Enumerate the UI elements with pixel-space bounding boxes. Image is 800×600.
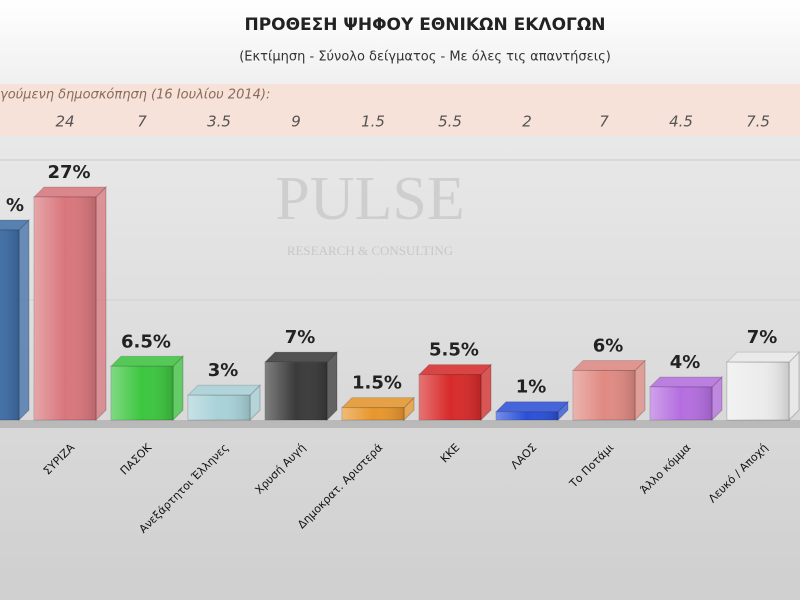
bar-top: [109, 355, 185, 367]
value-label: 1%: [516, 377, 547, 398]
previous-value: 5.5: [438, 113, 462, 131]
bar-shade: [650, 386, 712, 420]
previous-band: [0, 84, 800, 136]
previous-value: 4.5: [669, 113, 693, 131]
value-label: 5.5%: [429, 340, 479, 361]
value-label: %: [6, 195, 24, 216]
previous-value: 7: [599, 113, 609, 131]
floor: [0, 420, 800, 428]
value-label: 27%: [47, 162, 90, 183]
bar-top: [648, 376, 724, 388]
bar-top: [0, 219, 31, 231]
bar-top: [494, 401, 570, 413]
bar-top: [417, 364, 493, 376]
value-label: 1.5%: [352, 373, 402, 394]
value-label: 3%: [208, 360, 239, 381]
bar-shade: [573, 370, 635, 420]
bar-top: [571, 359, 647, 371]
bar-shade: [111, 366, 173, 420]
previous-value: 3.5: [207, 113, 231, 131]
bar-shade: [342, 407, 404, 420]
bar-top: [32, 186, 108, 198]
bar-shade: [727, 362, 789, 420]
chart-subtitle: (Εκτίμηση - Σύνολο δείγματος - Με όλες τ…: [239, 50, 611, 65]
watermark-sub: RESEARCH & CONSULTING: [287, 243, 453, 258]
bar-top: [725, 351, 800, 363]
watermark: PULSE: [275, 165, 464, 233]
bar-top: [340, 397, 416, 409]
bar-shade: [496, 411, 558, 420]
bar-shade: [265, 362, 327, 420]
previous-value: 7: [137, 113, 147, 131]
value-label: 7%: [285, 327, 316, 348]
bar-shade: [419, 374, 481, 420]
bar-side: [788, 350, 800, 422]
bar-side: [18, 218, 30, 422]
chart-title: ΠΡΟΘΕΣΗ ΨΗΦΟΥ ΕΘΝΙΚΩΝ ΕΚΛΟΓΩΝ: [244, 15, 605, 35]
value-label: 4%: [670, 352, 701, 373]
previous-value: 24: [55, 113, 74, 131]
bar-top: [186, 384, 262, 396]
bar-side: [95, 185, 107, 422]
value-label: 6%: [593, 335, 624, 356]
value-label: 6.5%: [121, 331, 171, 352]
previous-value: 2: [522, 113, 532, 131]
previous-value: 9: [291, 113, 301, 131]
bar-shade: [34, 196, 96, 420]
previous-value: 1.5: [361, 113, 385, 131]
bar-shade: [0, 230, 19, 420]
bar-side: [172, 355, 184, 422]
value-label: 7%: [747, 327, 778, 348]
previous-label: γούμενη δημοσκόπηση (16 Ιουλίου 2014):: [0, 88, 270, 103]
bar-shade: [188, 395, 250, 420]
bar-side: [326, 350, 338, 422]
previous-value: 7.5: [746, 113, 770, 131]
bar-top: [263, 351, 339, 363]
